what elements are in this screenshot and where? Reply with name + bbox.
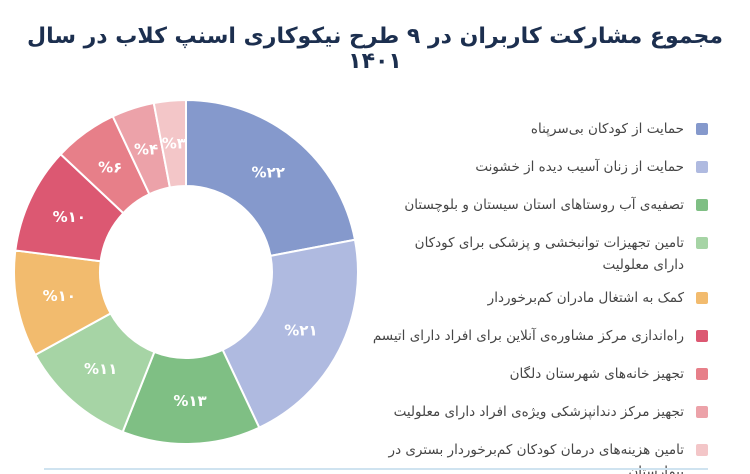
legend-label: تصفیه‌ی آب روستاهای استان سیستان و بلوچس… bbox=[404, 197, 684, 213]
bottom-divider bbox=[44, 468, 708, 470]
legend-label: تجهیز مرکز دندانپزشکی ویژه‌ی افراد دارای… bbox=[393, 404, 684, 420]
legend-swatch bbox=[696, 161, 708, 173]
slice-value-label: %۴ bbox=[134, 140, 158, 158]
legend-swatch bbox=[696, 330, 708, 342]
legend-item: کمک به اشتغال مادران کم‌برخوردار bbox=[368, 287, 708, 325]
slice-value-label: %۲۱ bbox=[284, 322, 317, 340]
slice-value-label: %۱۰ bbox=[53, 208, 86, 226]
slice-value-label: %۶ bbox=[98, 159, 122, 177]
legend: حمایت از کودکان بی‌سرپناه حمایت از زنان … bbox=[368, 118, 708, 474]
legend-item: تجهیز مرکز دندانپزشکی ویژه‌ی افراد دارای… bbox=[368, 401, 708, 439]
legend-swatch bbox=[696, 292, 708, 304]
legend-swatch bbox=[696, 199, 708, 211]
chart-title: مجموع مشارکت کاربران در ۹ طرح نیکوکاری ا… bbox=[27, 24, 723, 74]
donut-slice bbox=[221, 238, 359, 429]
legend-item: تصفیه‌ی آب روستاهای استان سیستان و بلوچس… bbox=[368, 194, 708, 232]
legend-swatch bbox=[696, 406, 708, 418]
legend-swatch bbox=[696, 123, 708, 135]
legend-label: تامین تجهیزات توانبخشی و پزشکی برای کودک… bbox=[414, 235, 684, 273]
legend-label: حمایت از زنان آسیب دیده از خشونت bbox=[475, 159, 684, 175]
legend-item: راه‌اندازی مرکز مشاوره‌ی آنلاین برای افر… bbox=[368, 325, 708, 363]
legend-item: حمایت از کودکان بی‌سرپناه bbox=[368, 118, 708, 156]
legend-label: تجهیز خانه‌های شهرستان دلگان bbox=[509, 366, 684, 382]
legend-label: راه‌اندازی مرکز مشاوره‌ی آنلاین برای افر… bbox=[372, 328, 684, 344]
legend-item: حمایت از زنان آسیب دیده از خشونت bbox=[368, 156, 708, 194]
donut-slice bbox=[152, 98, 187, 189]
legend-item: تجهیز خانه‌های شهرستان دلگان bbox=[368, 363, 708, 401]
donut-slice bbox=[185, 98, 357, 258]
slice-value-label: %۱۰ bbox=[43, 287, 76, 305]
legend-swatch bbox=[696, 237, 708, 249]
slice-value-label: %۲۲ bbox=[252, 164, 285, 182]
legend-label: حمایت از کودکان بی‌سرپناه bbox=[530, 121, 684, 137]
slice-value-label: %۱۱ bbox=[84, 360, 117, 378]
legend-label: کمک به اشتغال مادران کم‌برخوردار bbox=[487, 290, 684, 306]
slice-value-label: %۱۳ bbox=[173, 392, 206, 410]
legend-swatch bbox=[696, 444, 708, 456]
slice-value-label: %۳ bbox=[162, 135, 186, 153]
legend-swatch bbox=[696, 368, 708, 380]
legend-item: تامین تجهیزات توانبخشی و پزشکی برای کودک… bbox=[368, 232, 708, 287]
